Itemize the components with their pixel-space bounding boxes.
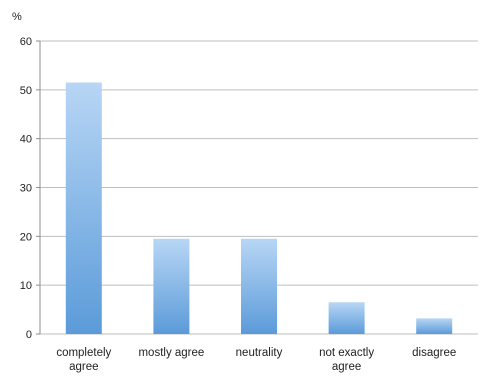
- y-axis-unit-label: %: [12, 11, 22, 23]
- x-category-label-line: agree: [332, 361, 361, 373]
- y-tick-label: 40: [20, 134, 32, 146]
- bars: [65, 82, 453, 334]
- bar: [153, 238, 190, 334]
- x-category-label-line: not exactly: [319, 347, 374, 359]
- bar: [416, 318, 453, 334]
- y-tick-label: 30: [20, 183, 32, 195]
- x-category-label: completely agree: [56, 347, 111, 373]
- bar: [328, 302, 365, 334]
- x-category-label: neutrality: [236, 347, 283, 359]
- x-category-label-line: completely: [56, 347, 111, 359]
- bar: [65, 82, 102, 334]
- y-tick-label: 20: [20, 231, 32, 243]
- y-tick-label: 60: [20, 36, 32, 48]
- gridlines: [36, 40, 478, 335]
- y-tick-labels: 0 10 20 30 40 50 60: [20, 36, 32, 341]
- y-tick-label: 10: [20, 280, 32, 292]
- x-category-labels: completely agree mostly agree neutrality not…: [56, 347, 456, 373]
- y-tick-label: 50: [20, 85, 32, 97]
- x-category-label: disagree: [412, 347, 456, 359]
- x-category-label: mostly agree: [138, 347, 204, 359]
- x-category-label-line: agree: [69, 361, 98, 373]
- x-category-label: not exactly agree: [319, 347, 374, 373]
- y-tick-label: 0: [26, 329, 32, 341]
- bar: [241, 238, 277, 334]
- x-category-label-line: disagree: [412, 347, 456, 359]
- x-category-label-line: mostly agree: [138, 347, 204, 359]
- x-category-label-line: neutrality: [236, 347, 283, 359]
